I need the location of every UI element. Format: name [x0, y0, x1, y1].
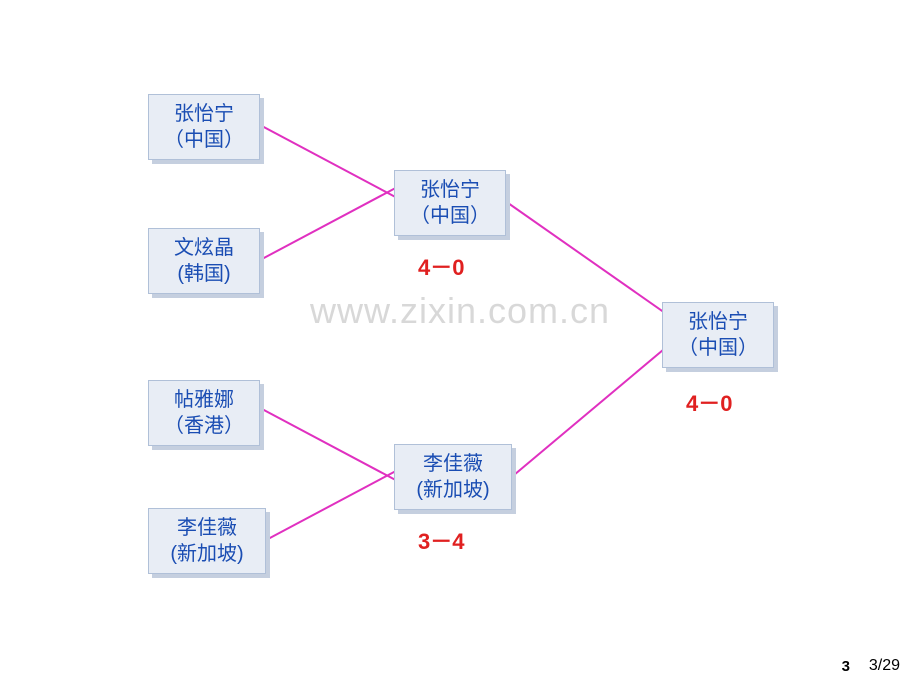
node-name-line: (新加坡)	[405, 477, 501, 503]
node-name-line: 张怡宁	[673, 309, 763, 335]
bracket-node: 李佳薇(新加坡)	[148, 508, 266, 574]
bracket-node: 李佳薇(新加坡)	[394, 444, 512, 510]
bracket-line	[268, 465, 406, 540]
node-name-line: 李佳薇	[405, 451, 501, 477]
match-score: 4－0	[418, 250, 464, 282]
bracket-node: 张怡宁（中国）	[394, 170, 506, 236]
node-name-line: 帖雅娜	[159, 387, 249, 413]
node-name-line: 李佳薇	[159, 515, 255, 541]
page-small: 3	[842, 658, 850, 675]
bracket-line	[507, 202, 677, 322]
bracket-node: 文炫晶(韩国)	[148, 228, 260, 294]
node-name-line: (新加坡)	[159, 541, 255, 567]
node-name-line: 张怡宁	[159, 101, 249, 127]
bracket-line	[262, 408, 403, 484]
bracket-node: 张怡宁（中国）	[148, 94, 260, 160]
node-name-line: 张怡宁	[405, 177, 495, 203]
match-score: 3－4	[418, 524, 464, 556]
bracket-line	[513, 334, 681, 476]
bracket-line	[262, 185, 400, 260]
bracket-node: 张怡宁（中国）	[662, 302, 774, 368]
watermark-text: www.zixin.com.cn	[310, 290, 610, 332]
node-name-line: （中国）	[159, 127, 249, 153]
page-number: 3/29	[869, 657, 900, 675]
node-name-line: (韩国)	[159, 261, 249, 287]
node-name-line: （中国）	[673, 335, 763, 361]
node-name-line: （香港）	[159, 413, 249, 439]
match-score: 4－0	[686, 386, 732, 418]
bracket-line	[260, 124, 401, 200]
node-name-line: （中国）	[405, 203, 495, 229]
node-name-line: 文炫晶	[159, 235, 249, 261]
bracket-node: 帖雅娜（香港）	[148, 380, 260, 446]
